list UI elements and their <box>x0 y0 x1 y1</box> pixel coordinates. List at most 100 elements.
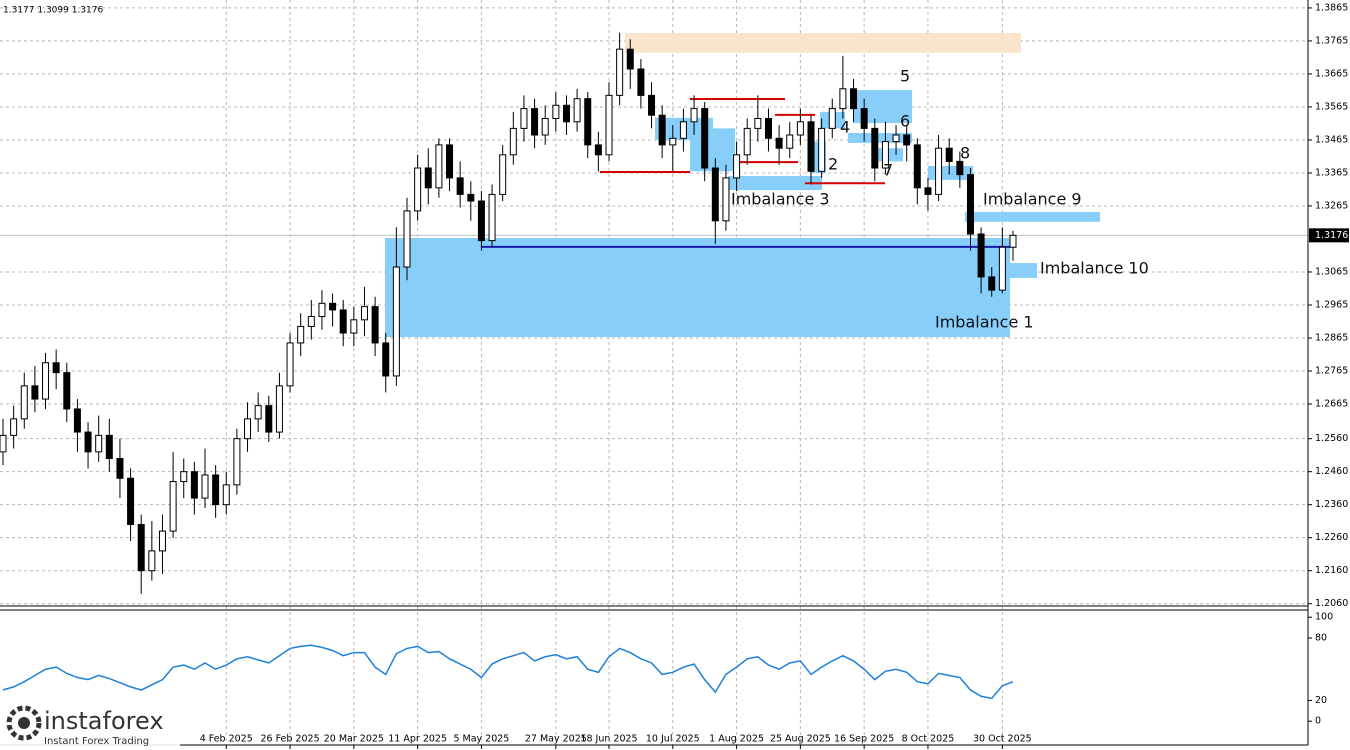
zone-label: Imbalance 3 <box>731 190 830 209</box>
candle-body <box>169 481 177 532</box>
zone-label: Imbalance 10 <box>1040 259 1149 278</box>
candle-body <box>84 431 92 453</box>
candle-body <box>297 325 305 344</box>
candle-body <box>127 477 135 525</box>
candle-body <box>743 127 751 156</box>
candle-body <box>998 246 1006 291</box>
zone <box>1010 263 1037 278</box>
logo-bg <box>0 705 180 750</box>
y-tick-label: 1.2665 <box>1315 399 1348 410</box>
candle-body <box>286 342 294 387</box>
candle-body <box>807 121 815 172</box>
candle-body <box>871 127 879 169</box>
x-tick-label: 1 Aug 2025 <box>709 734 764 745</box>
zone-label: 5 <box>900 67 910 86</box>
candle-body <box>552 104 560 119</box>
zone <box>928 166 973 180</box>
y-tick-label: 1.2360 <box>1315 499 1348 510</box>
x-tick-label: 11 Apr 2025 <box>388 734 447 745</box>
candle-body <box>573 98 581 123</box>
y-tick-label: 80 <box>1315 633 1327 644</box>
candle-body <box>307 316 315 327</box>
x-tick-label: 20 Mar 2025 <box>324 734 384 745</box>
candle-body <box>626 48 634 70</box>
candle-body <box>850 88 858 110</box>
logo-brand: instaforex <box>44 707 164 735</box>
candle-body <box>424 167 432 189</box>
y-tick-label: 1.3465 <box>1315 134 1348 145</box>
candle-body <box>446 144 454 179</box>
ohlc-header: 1.3177 1.3099 1.3176 <box>3 6 103 16</box>
x-tick-label: 8 Oct 2025 <box>902 734 955 745</box>
y-tick-label: 1.2560 <box>1315 433 1348 444</box>
candle-body <box>52 362 60 374</box>
candle-body <box>584 98 592 146</box>
candle-body <box>616 48 624 96</box>
y-tick-label: 1.3865 <box>1315 2 1348 13</box>
candle-body <box>977 233 985 278</box>
zone-label: 6 <box>900 112 910 131</box>
y-tick-label: 1.3765 <box>1315 35 1348 46</box>
candle-body <box>988 276 996 291</box>
zone <box>728 175 822 191</box>
y-tick-label: 100 <box>1315 612 1333 623</box>
x-tick-label: 25 Aug 2025 <box>770 734 831 745</box>
zone-label: 8 <box>960 144 970 163</box>
candle-body <box>95 434 103 453</box>
candle-body <box>945 147 953 162</box>
candle-body <box>339 309 347 334</box>
candle-body <box>73 408 81 433</box>
x-tick-label: 4 Feb 2025 <box>200 734 253 745</box>
candle-body <box>244 418 252 440</box>
candle-body <box>605 94 613 156</box>
candle-body <box>679 121 687 139</box>
candle-body <box>956 160 964 176</box>
zone <box>848 133 912 143</box>
candle-body <box>148 550 156 572</box>
candle-body <box>531 108 539 136</box>
annotations: Imbalance 1 Imbalance 10 Imbalance 9 Imbala… <box>731 67 1149 332</box>
candle-body <box>637 68 645 96</box>
candle-body <box>839 88 847 110</box>
candle-body <box>796 121 804 136</box>
candle-body <box>467 193 475 202</box>
y-tick-label: 1.3565 <box>1315 101 1348 112</box>
candle-body <box>360 306 368 321</box>
candle-body <box>701 108 709 169</box>
candle-body <box>329 302 337 311</box>
candle-body <box>212 474 220 506</box>
candle-body <box>275 385 283 433</box>
zone-label: 2 <box>828 155 838 174</box>
candle-body <box>392 266 400 377</box>
candle-body <box>20 385 28 420</box>
zone <box>625 33 1021 53</box>
candle-body <box>881 141 889 169</box>
indicator-line <box>2 644 1014 700</box>
logo-tagline: Instant Forex Trading <box>44 736 149 747</box>
candle-body <box>722 177 730 222</box>
candle-body <box>520 108 528 129</box>
candle-body <box>818 127 826 172</box>
candle-body <box>105 434 113 459</box>
y-tick-label: 20 <box>1315 695 1327 706</box>
candles <box>0 32 1017 700</box>
candle-body <box>456 177 464 195</box>
y-tick-label: 1.2260 <box>1315 532 1348 543</box>
zone <box>690 128 735 172</box>
x-tick-label: 16 Sep 2025 <box>834 734 894 745</box>
y-tick-label: 1.2060 <box>1315 598 1348 609</box>
y-tick-label: 1.2460 <box>1315 466 1348 477</box>
x-tick-label: 10 Jul 2025 <box>646 734 700 745</box>
logo: instaforex Instant Forex Trading <box>0 705 180 750</box>
current-price-label: 1.3176 <box>1315 230 1348 241</box>
candle-body <box>414 167 422 212</box>
candle-body <box>509 127 517 156</box>
candle-body <box>754 117 762 129</box>
candle-body <box>116 457 124 479</box>
candle-body <box>233 438 241 486</box>
candle-body <box>10 418 18 436</box>
candle-body <box>935 147 943 195</box>
y-tick-label: 1.2965 <box>1315 299 1348 310</box>
candle-body <box>137 523 145 572</box>
x-tick-label: 18 Jun 2025 <box>580 734 637 745</box>
